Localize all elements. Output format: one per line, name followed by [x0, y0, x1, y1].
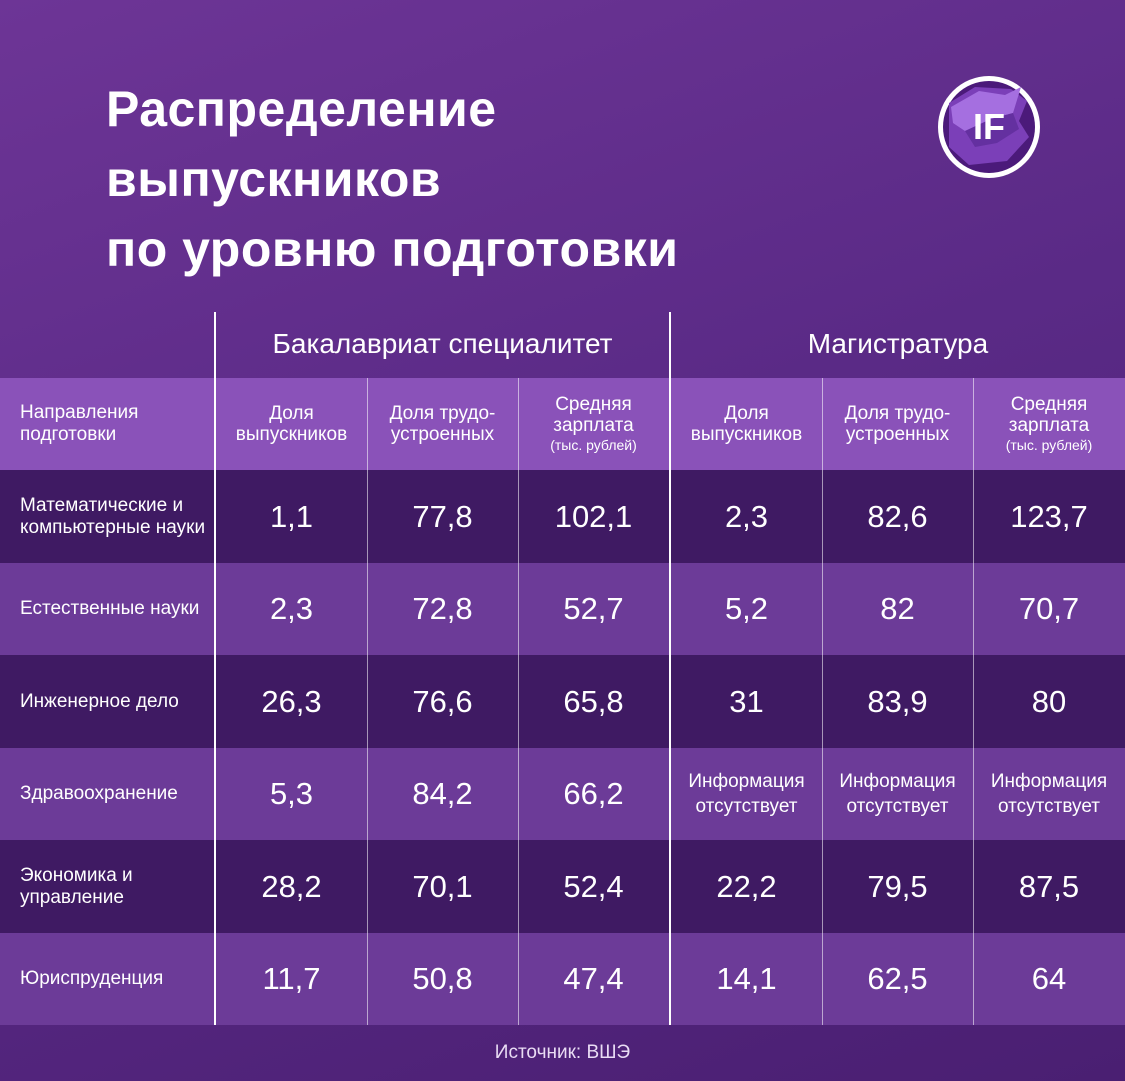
- table-cell-note: Информация отсутствует: [688, 771, 805, 817]
- row-label: Юриспруденция: [20, 968, 164, 989]
- table-row: Естественные науки 2,3 72,8 52,7 5,2 82 …: [0, 563, 1125, 655]
- table-cell: 72,8: [412, 591, 473, 626]
- row-label: Естественные науки: [20, 598, 200, 619]
- table-cell: 76,6: [412, 683, 473, 719]
- column-header-label: Средняя зарплата: [1008, 394, 1090, 436]
- column-header-label: Доля трудо-устроенных: [844, 403, 951, 445]
- logo-icon: IF: [938, 76, 1040, 178]
- table-header-row: Направления подготовки Доля выпускников …: [0, 378, 1125, 470]
- column-header-unit: (тыс. рублей): [1005, 437, 1093, 453]
- column-header-label: Доля трудо-устроенных: [389, 403, 496, 445]
- table-cell: 62,5: [867, 961, 928, 996]
- column-header: Средняя зарплата (тыс. рублей): [518, 378, 669, 470]
- table-cell: 31: [729, 683, 764, 719]
- table-cell: 5,3: [269, 776, 314, 811]
- table-cell: 22,2: [716, 868, 777, 904]
- row-label: Инженерное дело: [20, 690, 179, 712]
- title-line: выпускников: [106, 151, 442, 207]
- table-cell: 52,7: [563, 591, 624, 626]
- column-header: Доля выпускников: [216, 378, 367, 470]
- column-header: Доля трудо-устроенных: [822, 378, 973, 470]
- column-header: Доля выпускников: [671, 378, 822, 470]
- table-row: Инженерное дело 26,3 76,6 65,8 31 83,9 8…: [0, 655, 1125, 748]
- table-cell: 2,3: [269, 591, 314, 626]
- table-cell: 70,7: [1018, 591, 1080, 626]
- row-label: Экономика и управление: [20, 864, 133, 908]
- table-cell: 1,1: [269, 498, 314, 534]
- table-cell: 28,2: [261, 868, 322, 904]
- column-header-label: Средняя зарплата: [553, 394, 634, 436]
- table-row: Здравоохранение 5,3 84,2 66,2 Информация…: [0, 748, 1125, 840]
- column-divider: [367, 378, 368, 1025]
- table-cell: 26,3: [261, 683, 322, 719]
- column-divider: [973, 378, 974, 1025]
- column-divider: [518, 378, 519, 1025]
- table-cell: 123,7: [1010, 498, 1088, 534]
- group-title-master: Магистратура: [807, 328, 989, 359]
- group-title-bachelor: Бакалавриат специалитет: [272, 328, 613, 359]
- table-cell: 77,8: [412, 498, 473, 534]
- page-title: Распределение выпускников по уровню подг…: [106, 74, 679, 284]
- table-cell: 52,4: [563, 868, 624, 904]
- column-header: Доля трудо-устроенных: [367, 378, 518, 470]
- table-cell: 11,7: [262, 961, 321, 996]
- table-cell: 79,5: [867, 868, 928, 904]
- title-line: по уровню подготовки: [106, 221, 679, 277]
- group-divider: [669, 312, 671, 1025]
- table-cell: 70,1: [412, 868, 473, 904]
- if-logo: IF: [935, 73, 1043, 181]
- table-cell: 66,2: [563, 776, 624, 811]
- column-header: Средняя зарплата (тыс. рублей): [973, 378, 1125, 470]
- source-note: Источник: ВШЭ: [494, 1042, 631, 1063]
- table-cell: 80: [1031, 683, 1067, 719]
- table-cell-note: Информация отсутствует: [990, 771, 1108, 817]
- table-cell: 64: [1031, 961, 1067, 996]
- table-cell: 14,1: [716, 961, 777, 996]
- column-header-label: Доля выпускников: [690, 403, 803, 445]
- row-label: Здравоохранение: [20, 783, 178, 804]
- table-cell: 50,8: [412, 961, 473, 996]
- table-cell: 2,3: [724, 498, 769, 534]
- table-cell: 47,4: [563, 961, 624, 996]
- row-header-label: Направления подготовки: [20, 402, 139, 445]
- table-cell: 5,2: [724, 591, 769, 626]
- table-cell: 87,5: [1018, 868, 1080, 904]
- table-cell: 82,6: [867, 498, 928, 534]
- row-header-divider: [214, 312, 216, 1025]
- title-line: Распределение: [106, 81, 497, 137]
- table-cell: 83,9: [867, 683, 928, 719]
- table-cell: 82: [880, 591, 915, 626]
- table-cell: 65,8: [563, 683, 624, 719]
- logo-text: IF: [973, 106, 1005, 147]
- table-cell-note: Информация отсутствует: [839, 771, 956, 817]
- column-header-label: Доля выпускников: [235, 403, 348, 445]
- table-cell: 84,2: [412, 776, 473, 811]
- table-row: Математические и компьютерные науки 1,1 …: [0, 470, 1125, 563]
- row-label: Математические и компьютерные науки: [20, 494, 206, 538]
- column-divider: [822, 378, 823, 1025]
- table-cell: 102,1: [554, 498, 633, 534]
- table-row: Юриспруденция 11,7 50,8 47,4 14,1 62,5 6…: [0, 933, 1125, 1025]
- column-header-unit: (тыс. рублей): [550, 437, 637, 453]
- table-row: Экономика и управление 28,2 70,1 52,4 22…: [0, 840, 1125, 933]
